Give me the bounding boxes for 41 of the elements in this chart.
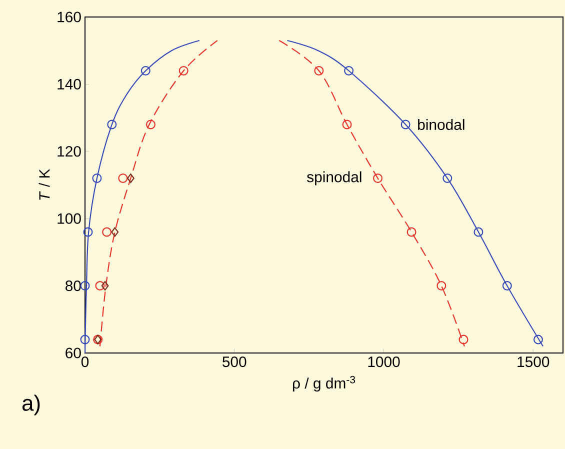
point bbox=[107, 120, 117, 130]
point bbox=[436, 281, 446, 291]
point bbox=[474, 227, 484, 237]
x-axis-title: ρ / g dm$^{-3}$ bbox=[292, 376, 356, 392]
point bbox=[458, 334, 468, 344]
point bbox=[101, 281, 109, 291]
y-tick-label: 120 bbox=[58, 146, 81, 157]
x-tick-label: 500 bbox=[222, 356, 246, 368]
point bbox=[373, 174, 383, 184]
point bbox=[406, 227, 416, 237]
text: a) bbox=[22, 394, 40, 416]
point bbox=[95, 281, 105, 291]
point bbox=[178, 66, 188, 76]
point bbox=[533, 334, 543, 344]
point bbox=[83, 227, 93, 237]
y-axis-title: T / K bbox=[38, 168, 50, 200]
point bbox=[400, 120, 410, 130]
point bbox=[80, 334, 90, 344]
point bbox=[127, 174, 134, 184]
point bbox=[502, 281, 512, 291]
point bbox=[442, 174, 452, 184]
point bbox=[102, 227, 112, 237]
point bbox=[146, 120, 156, 130]
y-tick-label: 100 bbox=[58, 213, 81, 224]
point bbox=[80, 281, 90, 291]
y-tick-label: 140 bbox=[58, 78, 81, 90]
x-tick-label: 0 bbox=[81, 356, 89, 368]
point bbox=[111, 227, 119, 237]
point bbox=[314, 66, 324, 76]
y-tick-label: 60 bbox=[66, 348, 81, 358]
y-tick-label: 80 bbox=[66, 280, 81, 292]
y-tick-label: 160 bbox=[58, 12, 81, 22]
point bbox=[140, 66, 150, 76]
series-label: binodal bbox=[418, 119, 464, 130]
point bbox=[342, 120, 352, 130]
series-label: spinodal bbox=[307, 171, 362, 186]
x-tick-label: 1000 bbox=[368, 356, 400, 368]
x-tick-label: 1500 bbox=[518, 356, 550, 368]
point bbox=[344, 66, 354, 76]
point bbox=[118, 174, 128, 184]
point bbox=[92, 174, 102, 184]
